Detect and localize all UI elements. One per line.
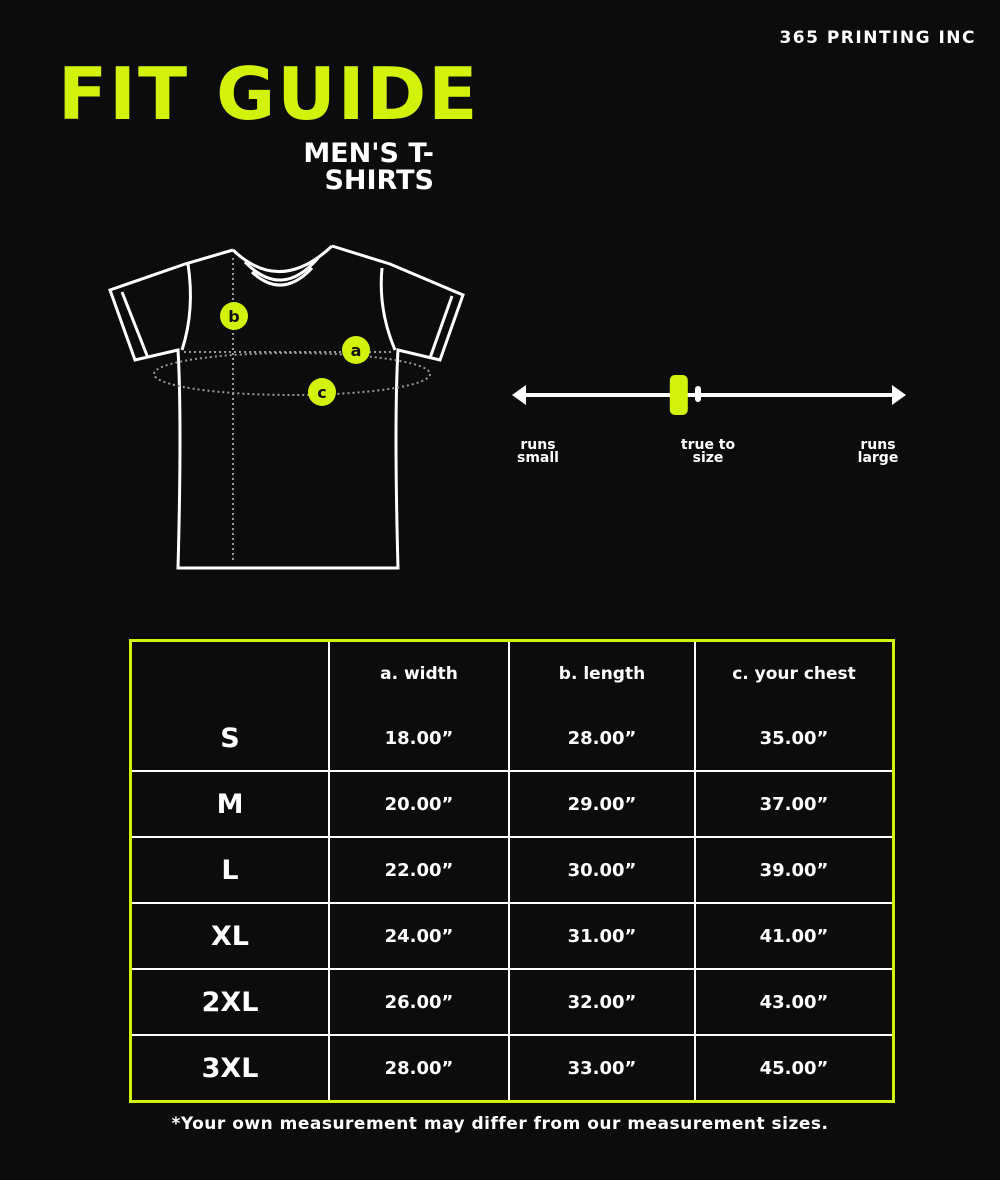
size-cell: XL: [130, 902, 330, 970]
brand-name: 365 PRINTING INC: [779, 28, 976, 48]
chest-cell: 37.00”: [694, 770, 894, 838]
label-runs-small: runs small: [517, 437, 559, 466]
label-true-to-size: true to size: [680, 437, 736, 466]
header-width: a. width: [328, 640, 510, 706]
table-row: XL 24.00” 31.00” 41.00”: [130, 902, 894, 970]
chest-cell: 35.00”: [694, 706, 894, 772]
chest-cell: 39.00”: [694, 836, 894, 904]
page-title: FIT GUIDE: [58, 52, 480, 136]
length-cell: 30.00”: [508, 836, 696, 904]
size-table: a. width b. length c. your chest S 18.00”…: [129, 639, 895, 1103]
arrow-right-icon: [892, 385, 906, 405]
table-row: S 18.00” 28.00” 35.00”: [130, 706, 894, 772]
width-cell: 26.00”: [328, 968, 510, 1036]
label-runs-large: runs large: [857, 437, 899, 466]
table-row: L 22.00” 30.00” 39.00”: [130, 836, 894, 904]
size-cell: 3XL: [130, 1034, 330, 1102]
table-row: 2XL 26.00” 32.00” 43.00”: [130, 968, 894, 1036]
width-cell: 20.00”: [328, 770, 510, 838]
size-cell: L: [130, 836, 330, 904]
tshirt-diagram: b a c: [108, 244, 906, 570]
size-cell: S: [130, 706, 330, 772]
svg-text:b: b: [228, 307, 239, 326]
footnote: *Your own measurement may differ from ou…: [171, 1114, 829, 1134]
chest-cell: 43.00”: [694, 968, 894, 1036]
size-cell: M: [130, 770, 330, 838]
table-row: M 20.00” 29.00” 37.00”: [130, 770, 894, 838]
width-cell: 18.00”: [328, 706, 510, 772]
fit-indicator: [669, 375, 688, 415]
length-cell: 33.00”: [508, 1034, 696, 1102]
header-length: b. length: [508, 640, 696, 706]
svg-text:a: a: [351, 341, 362, 360]
table-header-row: a. width b. length c. your chest: [130, 640, 894, 706]
width-cell: 28.00”: [328, 1034, 510, 1102]
length-cell: 32.00”: [508, 968, 696, 1036]
svg-text:c: c: [317, 383, 326, 402]
table-row: 3XL 28.00” 33.00” 45.00”: [130, 1034, 894, 1102]
length-cell: 28.00”: [508, 706, 696, 772]
chest-cell: 45.00”: [694, 1034, 894, 1102]
size-cell: 2XL: [130, 968, 330, 1036]
tshirt-outline-icon: [108, 244, 465, 570]
marker-c: c: [308, 378, 336, 406]
width-cell: 22.00”: [328, 836, 510, 904]
fit-scale-bar: [512, 375, 906, 415]
length-cell: 29.00”: [508, 770, 696, 838]
width-cell: 24.00”: [328, 902, 510, 970]
chest-cell: 41.00”: [694, 902, 894, 970]
marker-b: b: [220, 302, 248, 330]
page-subtitle: MEN'S T-SHIRTS: [303, 138, 434, 196]
length-cell: 31.00”: [508, 902, 696, 970]
center-tick: [695, 386, 701, 402]
marker-a: a: [342, 336, 370, 364]
chest-measure-ellipse: [153, 352, 431, 396]
header-chest: c. your chest: [694, 640, 894, 706]
arrow-left-icon: [512, 385, 526, 405]
header-size: [130, 640, 330, 706]
